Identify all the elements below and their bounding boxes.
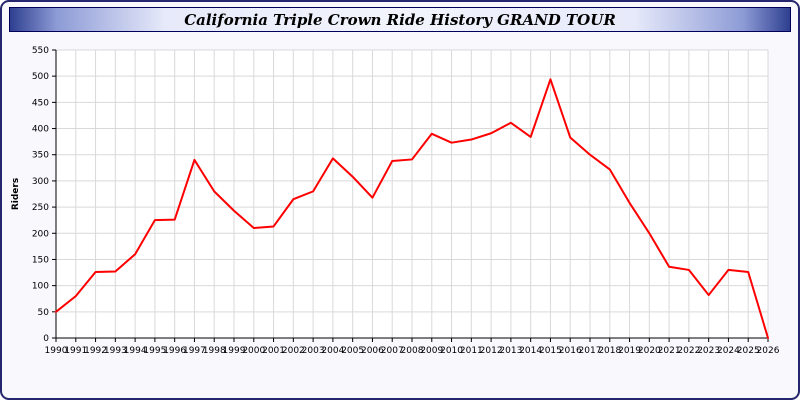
svg-text:2009: 2009 [420, 346, 443, 356]
svg-text:2000: 2000 [242, 346, 265, 356]
svg-text:2016: 2016 [559, 346, 582, 356]
svg-text:1999: 1999 [223, 346, 246, 356]
svg-text:400: 400 [32, 125, 49, 135]
svg-text:50: 50 [38, 308, 50, 318]
svg-text:2018: 2018 [598, 346, 621, 356]
svg-text:1996: 1996 [163, 346, 186, 356]
svg-text:550: 550 [32, 46, 49, 56]
svg-text:1998: 1998 [203, 346, 226, 356]
svg-text:250: 250 [32, 203, 49, 213]
svg-text:350: 350 [32, 151, 49, 161]
svg-text:100: 100 [32, 282, 49, 292]
chart-title-bar: California Triple Crown Ride History GRA… [9, 7, 791, 32]
svg-text:1994: 1994 [124, 346, 147, 356]
svg-text:2004: 2004 [321, 346, 344, 356]
svg-text:0: 0 [43, 334, 49, 344]
svg-text:1997: 1997 [183, 346, 206, 356]
svg-text:2023: 2023 [697, 346, 720, 356]
svg-text:Riders: Riders [11, 178, 21, 210]
chart-area: 1990 1991 1992 1993 1994 1995 1996 1997 1998 1999… [6, 38, 794, 398]
svg-text:1991: 1991 [64, 346, 87, 356]
svg-text:2025: 2025 [737, 346, 760, 356]
svg-text:2001: 2001 [262, 346, 285, 356]
svg-text:300: 300 [32, 177, 49, 187]
svg-text:1993: 1993 [104, 346, 127, 356]
svg-text:2015: 2015 [539, 346, 562, 356]
svg-text:2006: 2006 [361, 346, 384, 356]
svg-text:1995: 1995 [143, 346, 166, 356]
svg-text:2003: 2003 [302, 346, 325, 356]
svg-text:2002: 2002 [282, 346, 305, 356]
svg-text:2026: 2026 [757, 346, 780, 356]
svg-text:2012: 2012 [480, 346, 503, 356]
svg-text:2011: 2011 [460, 346, 483, 356]
svg-text:500: 500 [32, 72, 49, 82]
svg-text:2019: 2019 [618, 346, 641, 356]
svg-text:200: 200 [32, 229, 49, 239]
svg-text:1992: 1992 [84, 346, 107, 356]
svg-text:150: 150 [32, 255, 49, 265]
svg-text:2014: 2014 [519, 346, 542, 356]
svg-text:2022: 2022 [677, 346, 700, 356]
chart-title: California Triple Crown Ride History GRA… [184, 10, 616, 29]
chart-svg: 1990199119921993199419951996199719981999… [11, 46, 780, 356]
svg-text:2020: 2020 [638, 346, 661, 356]
svg-text:2013: 2013 [499, 346, 522, 356]
svg-text:2017: 2017 [579, 346, 602, 356]
svg-text:2010: 2010 [440, 346, 463, 356]
svg-text:1990: 1990 [45, 346, 68, 356]
svg-text:450: 450 [32, 98, 49, 108]
svg-text:2021: 2021 [658, 346, 681, 356]
svg-text:2024: 2024 [717, 346, 740, 356]
svg-text:2007: 2007 [381, 346, 404, 356]
svg-text:2005: 2005 [341, 346, 364, 356]
svg-text:2008: 2008 [401, 346, 424, 356]
